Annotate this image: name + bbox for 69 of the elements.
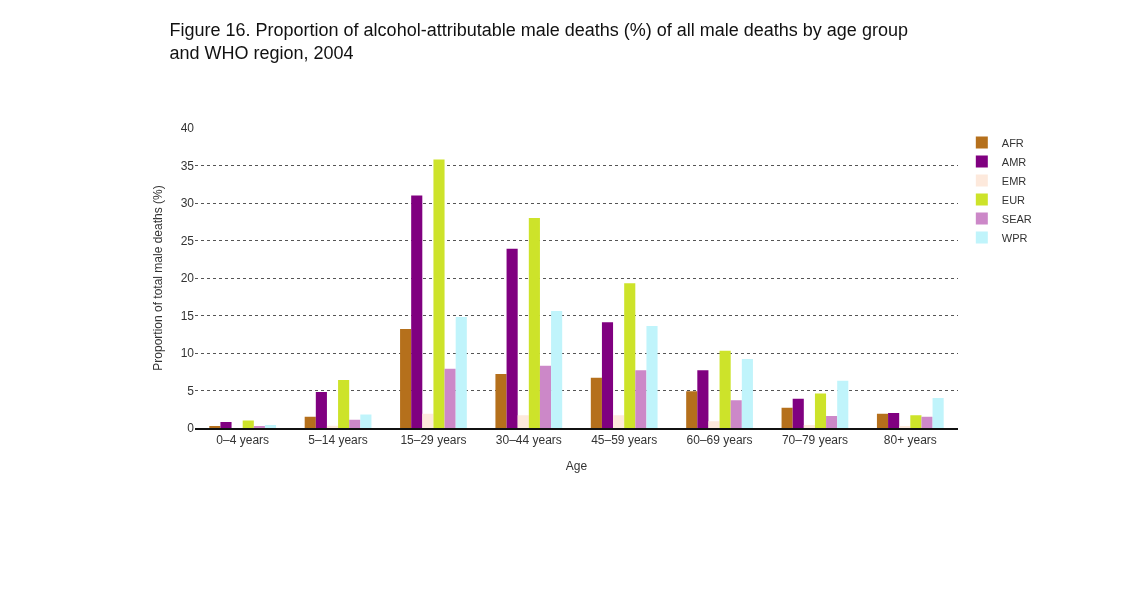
legend-label: WPR — [1001, 231, 1028, 244]
bar — [814, 393, 827, 428]
bar — [921, 416, 933, 428]
x-tick-label: 80+ years — [883, 433, 937, 448]
bar — [624, 283, 636, 428]
bar — [635, 370, 647, 428]
bar — [304, 416, 316, 428]
bar — [422, 413, 434, 428]
bar — [495, 374, 507, 428]
bar — [411, 195, 423, 428]
bar — [613, 415, 625, 428]
bar — [646, 326, 658, 428]
x-tick-label: 60–69 years — [686, 433, 753, 448]
y-tick-label: 25 — [180, 233, 195, 248]
bar — [803, 425, 815, 428]
chart-title: Figure 16. Proportion of alcohol-attributable male deaths (%) of all male deaths by age group and WHO region, 2004 — [169, 19, 908, 64]
x-tick-label: 0–4 years — [216, 433, 270, 448]
bar — [349, 419, 361, 428]
bar — [910, 415, 922, 428]
bar — [315, 392, 327, 428]
x-tick-label: 5–14 years — [308, 433, 368, 448]
bar — [242, 420, 254, 428]
x-tick-label: 30–44 years — [495, 433, 562, 448]
bar — [708, 421, 720, 428]
x-tick-label: 70–79 years — [781, 433, 848, 448]
bar — [792, 398, 804, 428]
y-tick-label: 15 — [180, 308, 195, 323]
x-tick-label: 45–59 years — [591, 433, 658, 448]
bar — [517, 415, 529, 428]
bar — [551, 311, 563, 428]
bar — [433, 159, 445, 428]
bar — [455, 317, 467, 428]
bar — [590, 377, 602, 428]
bar — [444, 368, 456, 428]
bar — [360, 414, 372, 428]
bar — [400, 329, 412, 428]
x-tick-label: 15–29 years — [400, 433, 467, 448]
bar — [781, 407, 793, 428]
bar — [539, 365, 552, 428]
y-axis-title: Proportion of total male deaths (%) — [150, 185, 165, 371]
y-tick-label: 20 — [180, 271, 195, 286]
bar — [876, 413, 889, 428]
bar — [837, 380, 849, 428]
y-tick-label: 10 — [180, 346, 195, 361]
y-tick-label: 30 — [180, 196, 195, 211]
bar — [932, 398, 944, 428]
bar — [697, 370, 709, 428]
legend-label: AFR — [1001, 136, 1024, 149]
bar — [338, 380, 350, 428]
bar — [506, 248, 518, 428]
legend-label: SEAR — [1001, 212, 1032, 225]
bar — [220, 422, 232, 428]
bar — [719, 350, 731, 428]
bar — [528, 218, 540, 428]
legend-label: EUR — [1001, 193, 1026, 206]
bar — [888, 413, 900, 428]
bar — [741, 359, 753, 428]
y-tick-label: 0 — [187, 421, 195, 436]
y-tick-label: 5 — [187, 383, 195, 398]
x-axis-title: Age — [565, 458, 588, 473]
y-tick-label: 40 — [180, 121, 195, 136]
legend-label: AMR — [1001, 155, 1027, 168]
bar — [601, 322, 614, 428]
bar — [264, 425, 277, 428]
bar — [686, 391, 698, 428]
bar — [730, 400, 742, 428]
legend-label: EMR — [1001, 174, 1027, 187]
bar — [826, 416, 838, 428]
y-tick-label: 35 — [180, 158, 195, 173]
